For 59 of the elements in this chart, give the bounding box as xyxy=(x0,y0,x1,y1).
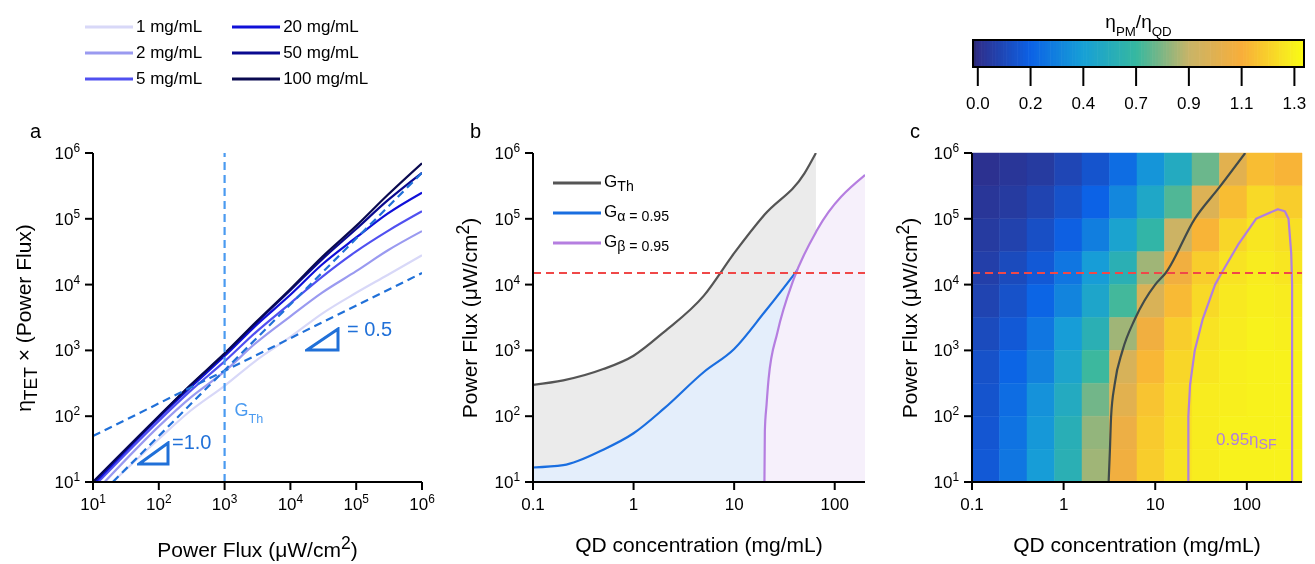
color-bar-label: 0.9 xyxy=(1177,94,1201,113)
x-tick-label: 10$^{3}$ xyxy=(211,492,238,514)
x-tick-label: 100 xyxy=(1232,495,1262,514)
y-tick-label: 10$^{4}$ xyxy=(494,272,521,295)
y-tick-label: 10$^{4}$ xyxy=(933,272,960,295)
y-tick-label: 10$^{2}$ xyxy=(54,404,81,427)
x-tick-label: 1 xyxy=(628,495,639,514)
annotation: =1.0 xyxy=(172,431,212,453)
x-tick-label: 10$^{4}$ xyxy=(277,492,304,514)
x-tick-label: 1 xyxy=(1058,495,1069,514)
x-axis-title: QD concentration (mg/mL) xyxy=(575,533,823,556)
y-tick-label: 10$^{1}$ xyxy=(494,470,521,492)
series-label: 0.95η$_{SF}$ xyxy=(1216,430,1277,453)
x-tick-label: 10$^{5}$ xyxy=(343,492,370,514)
x-tick-label: 10$^{1}$ xyxy=(80,492,107,514)
annotation: = 0.5 xyxy=(347,318,393,340)
y-tick-label: 10$^{5}$ xyxy=(494,206,521,229)
legend-label: 1 mg/mL xyxy=(136,17,203,37)
y-tick-label: 10$^{3}$ xyxy=(494,338,521,361)
y-tick-label: 10$^{6}$ xyxy=(54,141,81,163)
y-tick-label: 10$^{1}$ xyxy=(54,470,81,492)
legend-label: 5 mg/mL xyxy=(136,69,203,89)
chart-title: c xyxy=(910,120,920,143)
color-bar-label: 0.0 xyxy=(965,94,990,113)
y-tick-label: 10$^{6}$ xyxy=(933,141,960,163)
x-tick-label: 10 xyxy=(1145,495,1165,514)
y-tick-label: 10$^{5}$ xyxy=(54,206,81,229)
y-tick-label: 10$^{6}$ xyxy=(494,141,521,163)
legend-label: 20 mg/mL xyxy=(283,17,359,37)
color-bar-label: 0.7 xyxy=(1124,94,1148,113)
color-bar-label: 1.1 xyxy=(1229,94,1254,113)
color-bar-label: 0.4 xyxy=(1071,94,1096,113)
legend-label: 2 mg/mL xyxy=(136,43,203,63)
x-tick-label: 0.1 xyxy=(960,495,984,514)
legend-label: 50 mg/mL xyxy=(283,43,359,63)
x-tick-label: 10 xyxy=(724,495,744,514)
chart-title: a xyxy=(30,120,42,143)
y-tick-label: 10$^{3}$ xyxy=(933,338,960,361)
legend-label: G$_{β = 0.95}$ xyxy=(604,231,670,255)
x-axis-title: Power Flux (μW/cm$^{2}$) xyxy=(157,533,358,561)
y-tick-label: 10$^{5}$ xyxy=(933,206,960,229)
color-bar-label: 0.2 xyxy=(1018,94,1043,113)
color-bar-label: 1.3 xyxy=(1282,94,1307,113)
y-tick-label: 10$^{4}$ xyxy=(54,272,81,295)
legend-label: 100 mg/mL xyxy=(283,69,369,89)
legend-label: G$_{Th}$ xyxy=(604,171,634,195)
y-tick-label: 10$^{2}$ xyxy=(494,404,521,427)
legend-label: G$_{α = 0.95}$ xyxy=(604,201,670,225)
y-tick-label: 10$^{1}$ xyxy=(933,470,960,492)
x-tick-label: 10$^{2}$ xyxy=(146,492,172,514)
color-bar-title: η$_{PM}$/η$_{QD}$ xyxy=(1105,11,1172,39)
y-tick-label: 10$^{2}$ xyxy=(933,404,960,427)
x-tick-label: 0.1 xyxy=(521,495,545,514)
x-tick-label: 100 xyxy=(820,495,849,514)
ref-line-label: G$_{Th}$ xyxy=(234,400,264,427)
y-tick-label: 10$^{3}$ xyxy=(54,338,81,361)
x-axis-title: QD concentration (mg/mL) xyxy=(1013,533,1261,556)
chart-title: b xyxy=(470,120,482,143)
x-tick-label: 10$^{6}$ xyxy=(409,492,436,514)
